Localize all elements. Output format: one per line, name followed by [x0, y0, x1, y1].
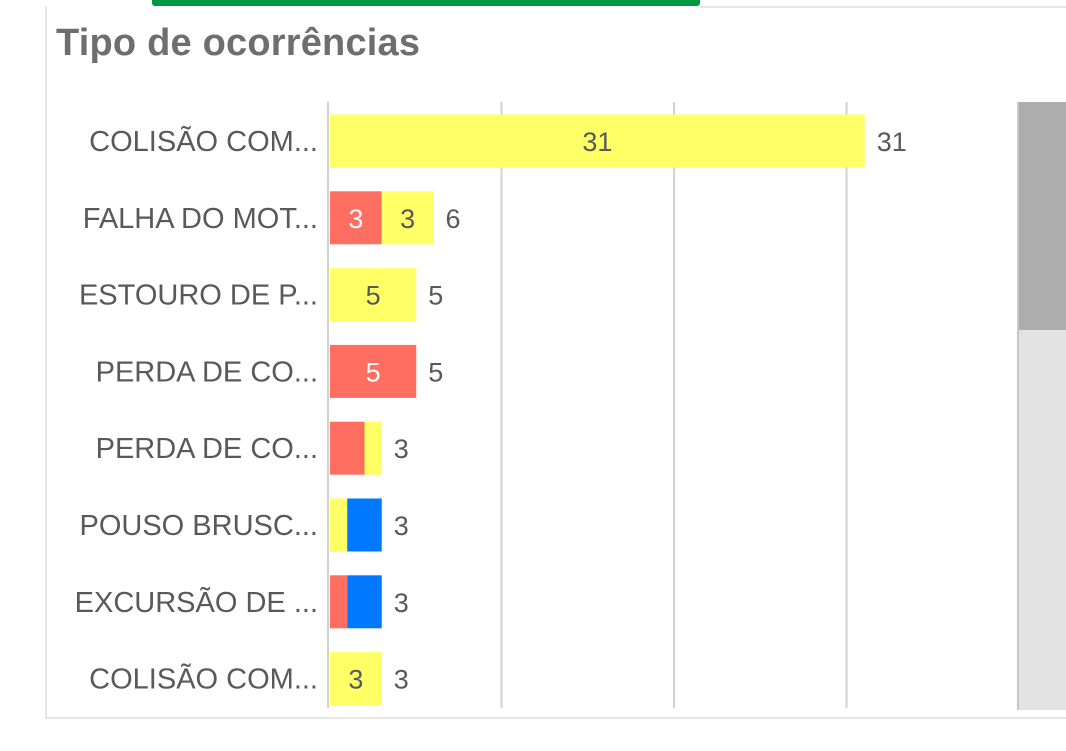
bar-segment[interactable]	[330, 114, 865, 168]
scrollbar-edge	[1017, 102, 1019, 710]
bar-total-label: 3	[394, 665, 409, 695]
bar-segment[interactable]	[330, 498, 348, 552]
segment-value-label: 3	[400, 204, 415, 234]
segment-value-label: 3	[348, 665, 363, 695]
category-label: PERDA DE CO...	[96, 356, 318, 388]
panel-top-border	[700, 6, 1066, 8]
bar-total-label: 3	[394, 434, 409, 464]
segment-value-label: 5	[366, 357, 381, 387]
active-tab-indicator	[152, 0, 700, 6]
chart-title: Tipo de ocorrências	[56, 22, 421, 64]
chart-panel	[45, 6, 1066, 719]
category-label: COLISÃO COM...	[89, 662, 318, 696]
category-label: FALHA DO MOT...	[83, 203, 318, 235]
bar-segment[interactable]	[347, 498, 382, 552]
bar-total-label: 31	[877, 127, 907, 157]
category-label: PERDA DE CO...	[96, 433, 318, 465]
segment-value-label: 3	[348, 204, 363, 234]
scrollbar-thumb[interactable]	[1019, 102, 1066, 330]
bar-segment[interactable]	[364, 421, 382, 475]
bar-segment[interactable]	[330, 268, 417, 322]
bar-segment[interactable]	[330, 344, 417, 398]
bar-total-label: 5	[428, 357, 443, 387]
category-label: COLISÃO COM...	[89, 124, 318, 158]
category-label: ESTOURO DE P...	[79, 280, 318, 312]
bar-segment[interactable]	[330, 575, 348, 629]
bar-total-label: 3	[394, 588, 409, 618]
bar-segment[interactable]	[330, 421, 365, 475]
segment-value-label: 5	[366, 281, 381, 311]
bar-total-label: 3	[394, 511, 409, 541]
bar-total-label: 6	[446, 204, 461, 234]
bar-segment[interactable]	[381, 191, 434, 245]
segment-value-label: 31	[582, 127, 612, 157]
bar-segment[interactable]	[330, 191, 382, 245]
bar-total-label: 5	[428, 281, 443, 311]
category-label: EXCURSÃO DE ...	[75, 585, 318, 619]
bar-segment[interactable]	[347, 575, 382, 629]
category-label: POUSO BRUSC...	[80, 510, 319, 542]
bar-segment[interactable]	[330, 652, 382, 706]
